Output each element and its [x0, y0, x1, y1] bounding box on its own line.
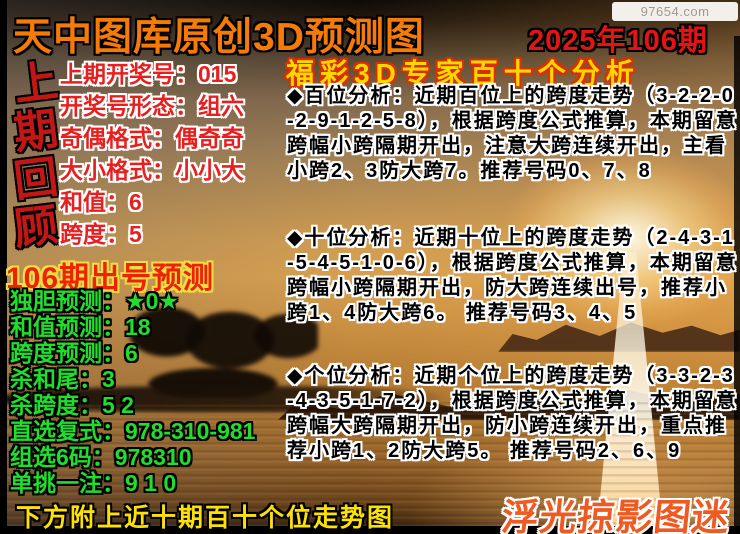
- vertical-char: 期: [11, 104, 61, 159]
- last-draw-vertical-title: 上 期 回 顾: [10, 56, 62, 255]
- right-frame-edge: [734, 36, 740, 534]
- analysis-paragraph: ◆个位分析：近期个位上的跨度走势（3-3-2-3-4-3-5-1-7-2），根据…: [287, 365, 738, 462]
- last-draw-review-list: 上期开奖号：015 开奖号形态：组六 奇偶格式：偶奇奇 大小格式：小小大 和值：…: [60, 58, 244, 250]
- review-line: 奇偶格式：偶奇奇: [60, 125, 244, 151]
- site-badge-label: 97654.com: [640, 4, 710, 19]
- left-frame-edge: [0, 0, 7, 534]
- prediction-line: 和值预测：18: [10, 314, 151, 340]
- review-line: 跨度：5: [60, 221, 142, 247]
- review-line: 上期开奖号：015: [60, 61, 237, 87]
- analysis-section-hundreds: ◆百位分析：近期百位上的跨度走势（3-2-2-0-2-9-1-2-5-8），根据…: [287, 84, 739, 184]
- prediction-line: 杀跨度：5 2: [10, 392, 134, 418]
- analysis-section-tens: ◆十位分析：近期十位上的跨度走势（2-4-3-1-5-4-5-1-0-6），根据…: [287, 226, 739, 326]
- vertical-char: 上: [11, 56, 61, 111]
- prediction-line: 独胆预测：★0★: [10, 288, 180, 314]
- prediction-title: 106期出号预测: [6, 262, 215, 295]
- author-watermark: 浮光掠影图迷: [499, 497, 732, 534]
- page-title: 天中图库原创3D预测图: [13, 16, 425, 59]
- footer-note: 下方附上近十期百十个位走势图: [16, 504, 395, 532]
- prediction-line: 跨度预测：6: [10, 340, 138, 366]
- issue-number: 2025年106期: [528, 25, 708, 57]
- bottom-frame-edge: [0, 526, 740, 534]
- prediction-line: 直选复式：978-310-981: [10, 418, 256, 444]
- review-line: 开奖号形态：组六: [60, 93, 244, 119]
- review-line: 大小格式：小小大: [60, 157, 244, 183]
- analysis-section-units: ◆个位分析：近期个位上的跨度走势（3-3-2-3-4-3-5-1-7-2），根据…: [287, 364, 739, 464]
- vertical-char: 顾: [11, 200, 61, 255]
- vertical-char: 回: [11, 152, 61, 207]
- analysis-title: 福彩3D专家百十个分析: [286, 58, 640, 89]
- site-badge: 97654.com: [612, 2, 738, 21]
- water-ripples: [0, 402, 740, 534]
- prediction-line: 组选6码：978310: [10, 444, 192, 470]
- prediction-list: 独胆预测：★0★ 和值预测：18 跨度预测：6 杀和尾：3 杀跨度：5 2 直选…: [10, 288, 255, 496]
- prediction-line: 杀和尾：3: [10, 366, 115, 392]
- analysis-paragraph: ◆百位分析：近期百位上的跨度走势（3-2-2-0-2-9-1-2-5-8），根据…: [287, 85, 738, 182]
- analysis-paragraph: ◆十位分析：近期十位上的跨度走势（2-4-3-1-5-4-5-1-0-6），根据…: [287, 227, 738, 324]
- prediction-line: 单挑一注：9 1 0: [10, 470, 177, 496]
- review-line: 和值：6: [60, 189, 142, 215]
